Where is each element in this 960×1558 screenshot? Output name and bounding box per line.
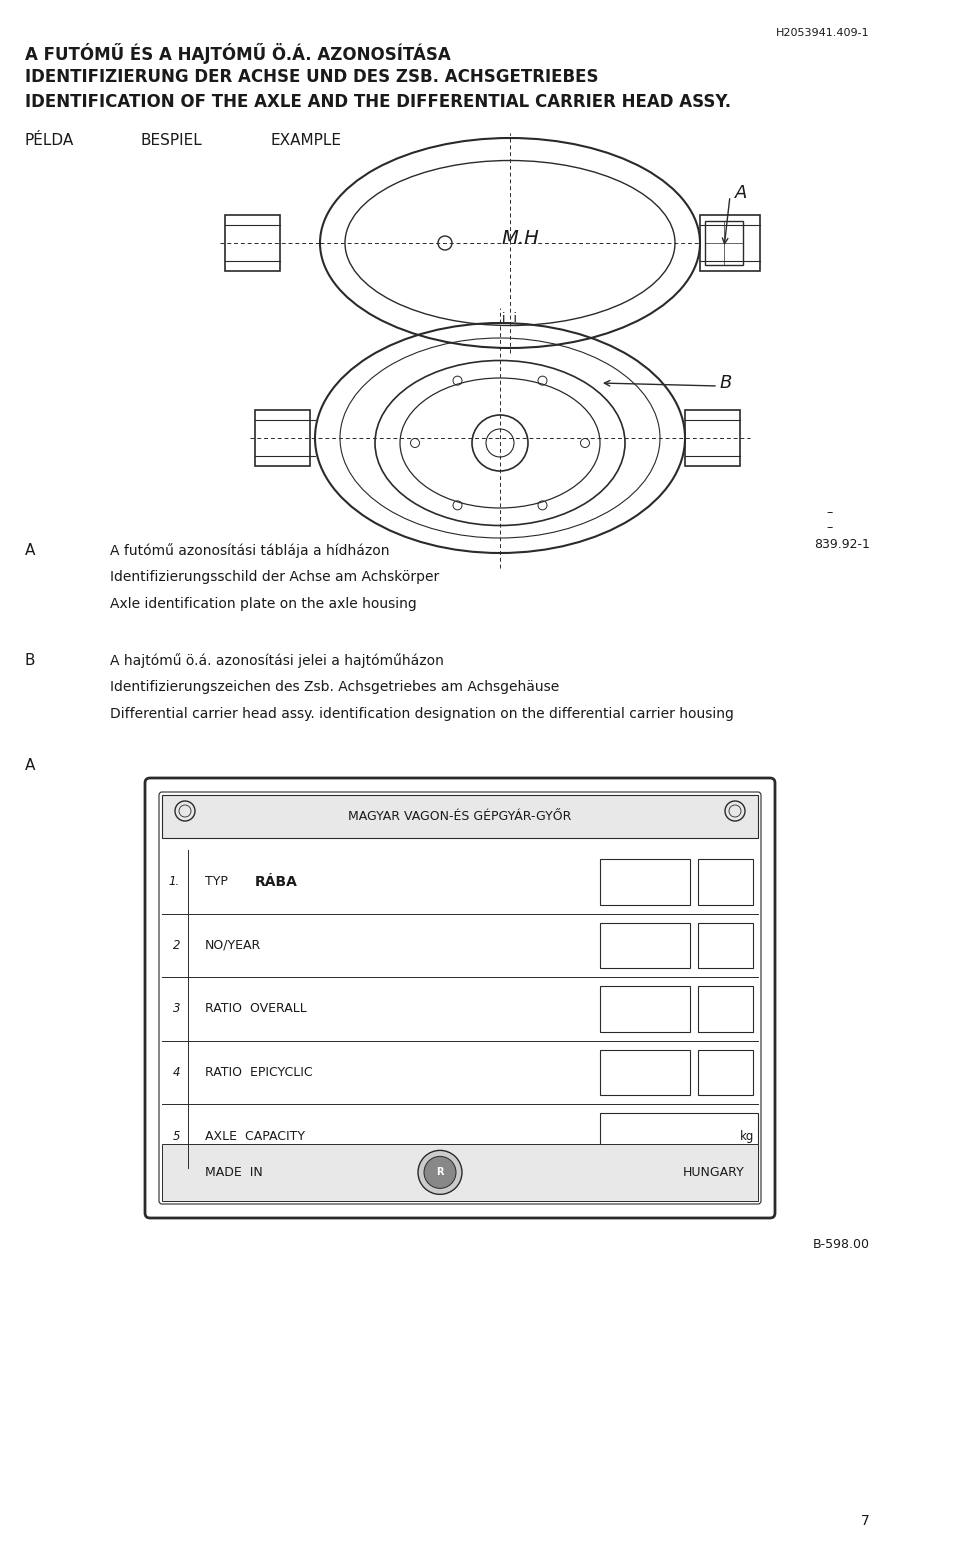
Text: RATIO  EPICYCLIC: RATIO EPICYCLIC [205, 1066, 313, 1080]
Bar [698, 986, 753, 1031]
Bar [162, 1144, 758, 1201]
Text: –: – [827, 522, 833, 534]
Bar [705, 221, 743, 265]
Text: i  i: i i [502, 312, 517, 324]
Text: TYP: TYP [205, 876, 236, 888]
Text: MADE  IN: MADE IN [205, 1165, 263, 1179]
Text: IDENTIFICATION OF THE AXLE AND THE DIFFERENTIAL CARRIER HEAD ASSY.: IDENTIFICATION OF THE AXLE AND THE DIFFE… [25, 93, 732, 111]
Text: MAGYAR VAGON-ÉS GÉPGYÁR-GYŐR: MAGYAR VAGON-ÉS GÉPGYÁR-GYŐR [348, 810, 572, 823]
Text: RATIO  OVERALL: RATIO OVERALL [205, 1002, 307, 1016]
Text: H2053941.409-1: H2053941.409-1 [777, 28, 870, 37]
Text: A: A [735, 184, 748, 203]
Text: –: – [827, 506, 833, 519]
Bar [162, 795, 758, 838]
Text: IDENTIFIZIERUNG DER ACHSE UND DES ZSB. ACHSGETRIEBES: IDENTIFIZIERUNG DER ACHSE UND DES ZSB. A… [25, 69, 598, 86]
Bar [698, 922, 753, 968]
Text: NO/YEAR: NO/YEAR [205, 939, 261, 952]
Text: Identifizierungszeichen des Zsb. Achsgetriebes am Achsgehäuse: Identifizierungszeichen des Zsb. Achsget… [110, 679, 560, 693]
Text: Differential carrier head assy. identification designation on the differential c: Differential carrier head assy. identifi… [110, 707, 733, 721]
Circle shape [418, 1150, 462, 1195]
Text: kg: kg [739, 1130, 754, 1142]
Text: 5: 5 [173, 1130, 180, 1142]
Text: A futómű azonosítási táblája a hídházon: A futómű azonosítási táblája a hídházon [110, 544, 390, 558]
Text: 839.92-1: 839.92-1 [814, 538, 870, 552]
Text: 3: 3 [173, 1002, 180, 1016]
Text: BESPIEL: BESPIEL [140, 132, 202, 148]
Bar [700, 215, 760, 271]
Text: A hajtómű ö.á. azonosítási jelei a hajtóműházon: A hajtómű ö.á. azonosítási jelei a hajtó… [110, 653, 444, 668]
Bar [255, 410, 310, 466]
Bar [685, 410, 740, 466]
Text: B-598.00: B-598.00 [813, 1239, 870, 1251]
Bar [600, 858, 690, 905]
Text: AXLE  CAPACITY: AXLE CAPACITY [205, 1130, 305, 1142]
Text: 1.: 1. [169, 876, 180, 888]
Bar [698, 1050, 753, 1095]
Text: A: A [25, 759, 36, 773]
Text: HUNGARY: HUNGARY [684, 1165, 745, 1179]
Text: 7: 7 [861, 1514, 870, 1528]
Text: B: B [720, 374, 732, 393]
Text: R: R [436, 1167, 444, 1178]
Text: B: B [25, 653, 36, 668]
Bar [600, 1114, 758, 1159]
Text: A: A [25, 544, 36, 558]
Text: A FUTÓMŰ ÉS A HAJTÓMŰ Ö.Á. AZONOSÍTÁSA: A FUTÓMŰ ÉS A HAJTÓMŰ Ö.Á. AZONOSÍTÁSA [25, 44, 451, 64]
Text: Axle identification plate on the axle housing: Axle identification plate on the axle ho… [110, 597, 417, 611]
Bar [698, 858, 753, 905]
Text: EXAMPLE: EXAMPLE [270, 132, 341, 148]
Circle shape [424, 1156, 456, 1189]
Text: 2: 2 [173, 939, 180, 952]
Text: PÉLDA: PÉLDA [25, 132, 74, 148]
Text: M.H: M.H [501, 229, 539, 248]
Text: Identifizierungsschild der Achse am Achskörper: Identifizierungsschild der Achse am Achs… [110, 570, 440, 584]
Bar [225, 215, 280, 271]
Text: RÁBA: RÁBA [255, 874, 298, 888]
Bar [600, 986, 690, 1031]
Text: 4: 4 [173, 1066, 180, 1080]
Bar [600, 1050, 690, 1095]
Bar [600, 922, 690, 968]
